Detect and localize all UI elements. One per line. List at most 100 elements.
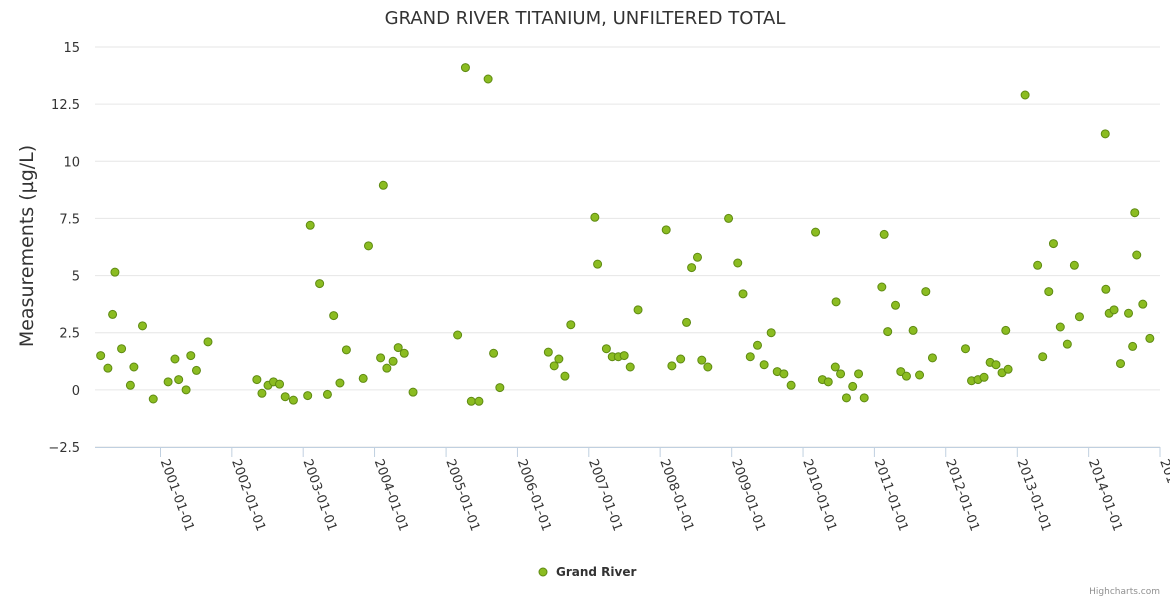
data-point[interactable] xyxy=(408,387,418,397)
data-point[interactable] xyxy=(1116,359,1126,369)
data-point[interactable] xyxy=(341,345,351,355)
data-point[interactable] xyxy=(1128,341,1138,351)
data-point[interactable] xyxy=(138,321,148,331)
data-point[interactable] xyxy=(388,356,398,366)
data-point[interactable] xyxy=(163,377,173,387)
data-point[interactable] xyxy=(280,392,290,402)
data-point[interactable] xyxy=(633,305,643,315)
data-point[interactable] xyxy=(692,252,702,262)
data-point[interactable] xyxy=(1003,364,1013,374)
data-point[interactable] xyxy=(703,362,713,372)
data-point[interactable] xyxy=(1020,90,1030,100)
data-point[interactable] xyxy=(836,369,846,379)
data-point[interactable] xyxy=(811,227,821,237)
data-point[interactable] xyxy=(841,393,851,403)
data-point[interactable] xyxy=(305,220,315,230)
data-point[interactable] xyxy=(883,327,893,337)
data-point[interactable] xyxy=(745,352,755,362)
data-point[interactable] xyxy=(590,212,600,222)
data-point[interactable] xyxy=(174,375,184,385)
data-point[interactable] xyxy=(181,385,191,395)
data-point[interactable] xyxy=(549,361,559,371)
data-point[interactable] xyxy=(823,377,833,387)
data-point[interactable] xyxy=(560,371,570,381)
data-point[interactable] xyxy=(1062,339,1072,349)
data-point[interactable] xyxy=(759,360,769,370)
data-point[interactable] xyxy=(1055,322,1065,332)
data-point[interactable] xyxy=(382,363,392,373)
data-point[interactable] xyxy=(358,373,368,383)
data-point[interactable] xyxy=(191,365,201,375)
data-point[interactable] xyxy=(1074,312,1084,322)
data-point[interactable] xyxy=(1069,260,1079,270)
data-point[interactable] xyxy=(275,379,285,389)
data-point[interactable] xyxy=(378,180,388,190)
data-point[interactable] xyxy=(676,354,686,364)
data-point[interactable] xyxy=(593,259,603,269)
data-point[interactable] xyxy=(601,344,611,354)
data-point[interactable] xyxy=(830,362,840,372)
data-point[interactable] xyxy=(625,362,635,372)
data-point[interactable] xyxy=(752,340,762,350)
data-point[interactable] xyxy=(252,375,262,385)
data-point[interactable] xyxy=(110,267,120,277)
data-point[interactable] xyxy=(1044,287,1054,297)
data-point[interactable] xyxy=(108,309,118,319)
data-point[interactable] xyxy=(1145,333,1155,343)
data-point[interactable] xyxy=(733,258,743,268)
data-point[interactable] xyxy=(879,229,889,239)
data-point[interactable] xyxy=(979,372,989,382)
data-point[interactable] xyxy=(376,353,386,363)
data-point[interactable] xyxy=(148,394,158,404)
data-point[interactable] xyxy=(129,362,139,372)
data-point[interactable] xyxy=(1100,129,1110,139)
data-point[interactable] xyxy=(1109,305,1119,315)
data-point[interactable] xyxy=(399,348,409,358)
data-point[interactable] xyxy=(991,360,1001,370)
data-point[interactable] xyxy=(854,369,864,379)
data-point[interactable] xyxy=(170,354,180,364)
data-point[interactable] xyxy=(1001,325,1011,335)
data-point[interactable] xyxy=(786,380,796,390)
data-point[interactable] xyxy=(682,317,692,327)
data-point[interactable] xyxy=(117,344,127,354)
legend[interactable]: Grand River xyxy=(538,565,636,579)
data-point[interactable] xyxy=(566,320,576,330)
data-point[interactable] xyxy=(877,282,887,292)
data-point[interactable] xyxy=(125,380,135,390)
data-point[interactable] xyxy=(667,361,677,371)
data-point[interactable] xyxy=(1130,208,1140,218)
data-point[interactable] xyxy=(543,347,553,357)
data-point[interactable] xyxy=(554,354,564,364)
data-point[interactable] xyxy=(495,383,505,393)
data-point[interactable] xyxy=(738,289,748,299)
data-point[interactable] xyxy=(257,388,267,398)
data-point[interactable] xyxy=(1048,239,1058,249)
data-point[interactable] xyxy=(619,351,629,361)
data-point[interactable] xyxy=(915,370,925,380)
data-point[interactable] xyxy=(908,325,918,335)
credits-link[interactable]: Highcharts.com xyxy=(1089,587,1160,597)
data-point[interactable] xyxy=(1132,250,1142,260)
data-point[interactable] xyxy=(474,396,484,406)
data-point[interactable] xyxy=(1124,308,1134,318)
data-point[interactable] xyxy=(859,393,869,403)
data-point[interactable] xyxy=(453,330,463,340)
data-point[interactable] xyxy=(779,369,789,379)
data-point[interactable] xyxy=(288,395,298,405)
data-point[interactable] xyxy=(335,378,345,388)
data-point[interactable] xyxy=(203,337,213,347)
data-point[interactable] xyxy=(1138,299,1148,309)
data-point[interactable] xyxy=(186,351,196,361)
data-point[interactable] xyxy=(831,297,841,307)
data-point[interactable] xyxy=(393,343,403,353)
data-point[interactable] xyxy=(927,353,937,363)
data-point[interactable] xyxy=(921,287,931,297)
data-point[interactable] xyxy=(322,389,332,399)
data-point[interactable] xyxy=(697,355,707,365)
data-point[interactable] xyxy=(687,263,697,273)
data-point[interactable] xyxy=(460,63,470,73)
data-point[interactable] xyxy=(1038,352,1048,362)
data-point[interactable] xyxy=(960,344,970,354)
data-point[interactable] xyxy=(96,351,106,361)
